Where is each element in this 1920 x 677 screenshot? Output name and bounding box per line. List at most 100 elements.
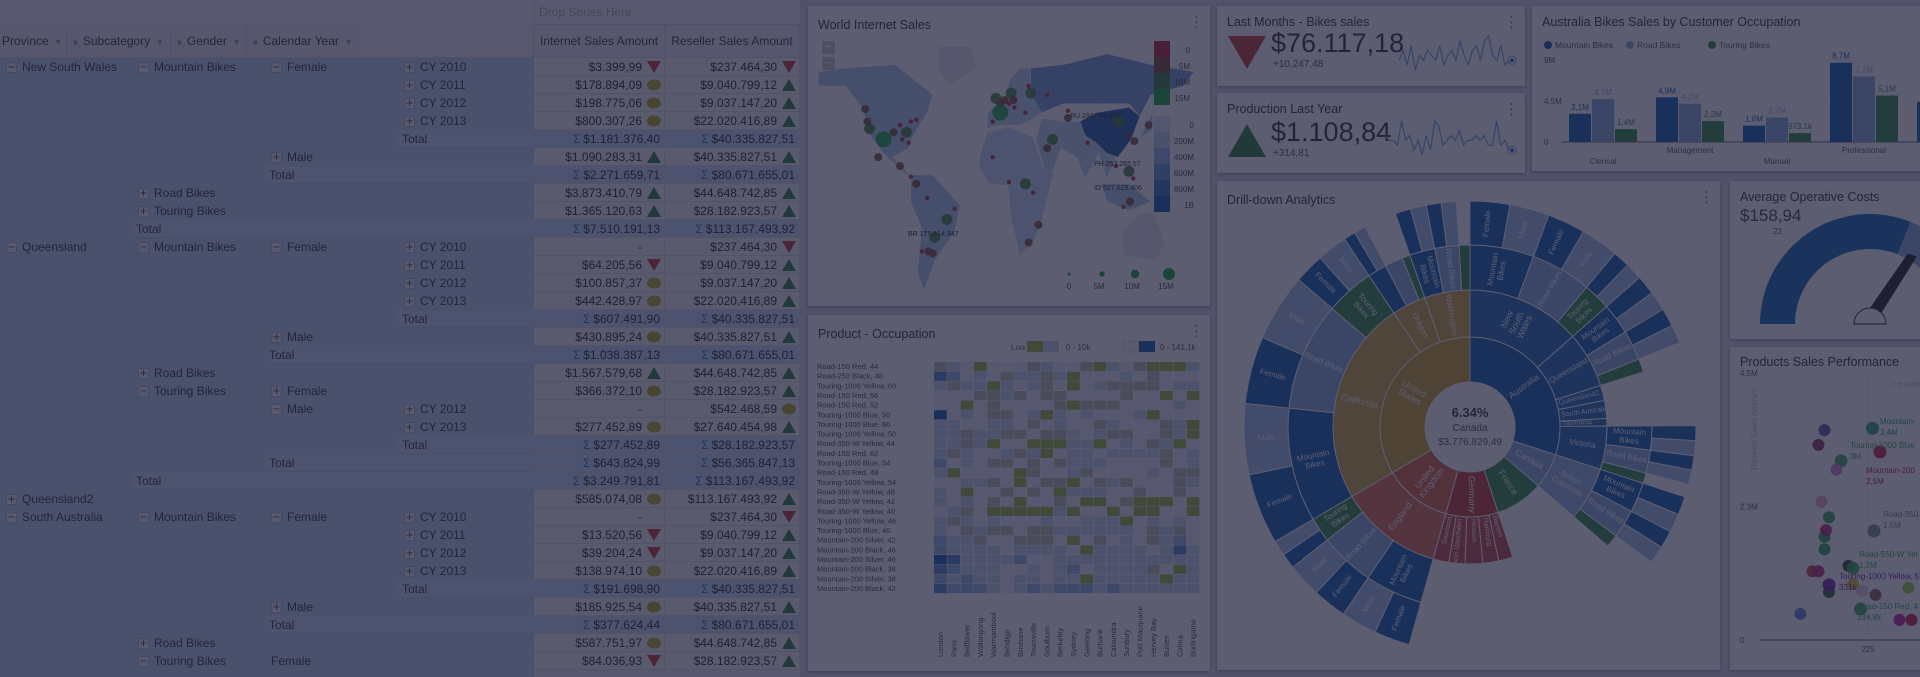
heatmap-cell[interactable] bbox=[1186, 371, 1200, 381]
heatmap-cell[interactable] bbox=[1040, 448, 1054, 459]
heatmap-cell[interactable] bbox=[973, 526, 987, 536]
heatmap-cell[interactable] bbox=[1106, 516, 1120, 526]
heatmap-cell[interactable] bbox=[1040, 477, 1054, 487]
heatmap-cell[interactable] bbox=[960, 574, 974, 584]
heatmap-cell[interactable] bbox=[1040, 410, 1054, 420]
heatmap-cell[interactable] bbox=[1053, 555, 1067, 565]
sales-bubble[interactable] bbox=[1144, 121, 1153, 130]
heatmap-cell[interactable] bbox=[1080, 574, 1094, 584]
heatmap-cell[interactable] bbox=[973, 487, 987, 497]
row-header-cell[interactable]: − Touring Bikes bbox=[138, 652, 226, 670]
sales-bubble[interactable] bbox=[1019, 178, 1031, 190]
drag-handle-icon[interactable]: ■ bbox=[177, 38, 182, 47]
heatmap-cell[interactable] bbox=[1186, 419, 1200, 430]
sales-bubble[interactable] bbox=[1009, 96, 1018, 105]
heatmap-cell[interactable] bbox=[1186, 410, 1200, 420]
heatmap-cell[interactable] bbox=[1106, 497, 1120, 507]
heatmap-cell[interactable] bbox=[1053, 468, 1067, 478]
heatmap-cell[interactable] bbox=[1120, 487, 1133, 497]
heatmap-cell[interactable] bbox=[1040, 487, 1054, 497]
heatmap-cell[interactable] bbox=[973, 439, 987, 449]
row-header-cell[interactable]: + CY 2012 bbox=[404, 400, 466, 418]
heatmap-cell[interactable] bbox=[973, 468, 987, 478]
heatmap-cell[interactable] bbox=[987, 487, 1000, 497]
sales-bubble[interactable] bbox=[990, 119, 995, 124]
heatmap-cell[interactable] bbox=[934, 371, 947, 381]
heatmap-cell[interactable] bbox=[1080, 371, 1094, 381]
zoom-in-button[interactable]: + bbox=[822, 41, 835, 54]
heatmap-cell[interactable] bbox=[1186, 583, 1200, 594]
heatmap-cell[interactable] bbox=[1027, 429, 1040, 439]
heatmap-cell[interactable] bbox=[1053, 477, 1067, 487]
heatmap-cell[interactable] bbox=[1080, 419, 1094, 430]
heatmap-cell[interactable] bbox=[987, 545, 1000, 555]
heatmap-cell[interactable] bbox=[1067, 564, 1080, 574]
heatmap-cell[interactable] bbox=[1173, 381, 1187, 391]
heatmap-cell[interactable] bbox=[934, 545, 947, 555]
heatmap-cell[interactable] bbox=[1106, 526, 1120, 536]
row-header-cell[interactable]: + Male bbox=[271, 598, 313, 616]
heatmap-cell[interactable] bbox=[1133, 497, 1147, 507]
heatmap-cell[interactable] bbox=[1080, 526, 1094, 536]
bar[interactable] bbox=[1569, 113, 1591, 142]
bar[interactable] bbox=[1615, 129, 1637, 142]
heatmap-cell[interactable] bbox=[1106, 477, 1120, 487]
sales-bubble[interactable] bbox=[1024, 238, 1033, 247]
heatmap-cell[interactable] bbox=[1027, 487, 1040, 497]
collapse-icon[interactable]: − bbox=[138, 385, 149, 397]
heatmap-cell[interactable] bbox=[1120, 458, 1133, 468]
heatmap-cell[interactable] bbox=[1173, 439, 1187, 449]
heatmap-cell[interactable] bbox=[1027, 477, 1040, 487]
heatmap-cell[interactable] bbox=[934, 487, 947, 497]
bar[interactable] bbox=[1679, 103, 1701, 142]
measure-internet-sales[interactable]: Internet Sales Amount bbox=[534, 25, 665, 58]
heatmap-cell[interactable] bbox=[1186, 564, 1200, 574]
heatmap-cell[interactable] bbox=[987, 390, 1000, 401]
heatmap-cell[interactable] bbox=[1186, 429, 1200, 439]
heatmap-cell[interactable] bbox=[973, 419, 987, 430]
heatmap-cell[interactable] bbox=[1053, 545, 1067, 555]
heatmap-cell[interactable] bbox=[1067, 574, 1080, 584]
heatmap-cell[interactable] bbox=[1000, 516, 1014, 526]
heatmap-cell[interactable] bbox=[934, 583, 947, 594]
heatmap-cell[interactable] bbox=[1053, 583, 1067, 594]
heatmap-cell[interactable] bbox=[1093, 516, 1107, 526]
row-header-cell[interactable]: + CY 2013 bbox=[404, 112, 466, 130]
heatmap-cell[interactable] bbox=[934, 468, 947, 478]
heatmap-cell[interactable] bbox=[1106, 468, 1120, 478]
heatmap-cell[interactable] bbox=[1067, 477, 1080, 487]
heatmap-cell[interactable] bbox=[1133, 487, 1147, 497]
heatmap-cell[interactable] bbox=[1067, 583, 1080, 594]
row-header-cell[interactable]: − Female bbox=[271, 58, 327, 76]
heatmap-cell[interactable] bbox=[1160, 526, 1173, 536]
heatmap-cell[interactable] bbox=[1040, 564, 1054, 574]
field-gender[interactable]: ■ Gender ▼ bbox=[171, 25, 247, 58]
heatmap-cell[interactable] bbox=[1040, 371, 1054, 381]
collapse-icon[interactable]: − bbox=[271, 241, 282, 253]
heatmap-cell[interactable] bbox=[947, 362, 961, 372]
heatmap-cell[interactable] bbox=[1013, 419, 1027, 430]
heatmap-cell[interactable] bbox=[1053, 429, 1067, 439]
heatmap-cell[interactable] bbox=[960, 564, 974, 574]
heatmap-cell[interactable] bbox=[973, 574, 987, 584]
heatmap-cell[interactable] bbox=[1040, 545, 1054, 555]
heatmap-cell[interactable] bbox=[1093, 419, 1107, 430]
heatmap-cell[interactable] bbox=[1106, 574, 1120, 584]
heatmap-cell[interactable] bbox=[1120, 526, 1133, 536]
heatmap-cell[interactable] bbox=[973, 400, 987, 410]
scatter-point[interactable] bbox=[1867, 524, 1881, 538]
heatmap-cell[interactable] bbox=[1053, 371, 1067, 381]
heatmap-cell[interactable] bbox=[1160, 400, 1173, 410]
field-subcategory[interactable]: ■ Subcategory ▼ bbox=[67, 25, 171, 58]
row-header-cell[interactable]: − Male bbox=[271, 400, 313, 418]
heatmap-cell[interactable] bbox=[987, 564, 1000, 574]
heatmap-cell[interactable] bbox=[947, 555, 961, 565]
heatmap-cell[interactable] bbox=[1133, 535, 1147, 545]
heatmap-cell[interactable] bbox=[1106, 564, 1120, 574]
heatmap-cell[interactable] bbox=[1013, 400, 1027, 410]
heatmap-cell[interactable] bbox=[1093, 487, 1107, 497]
country-shape[interactable] bbox=[1121, 212, 1166, 261]
heatmap-cell[interactable] bbox=[987, 477, 1000, 487]
heatmap-cell[interactable] bbox=[947, 410, 961, 420]
heatmap-cell[interactable] bbox=[1040, 419, 1054, 430]
